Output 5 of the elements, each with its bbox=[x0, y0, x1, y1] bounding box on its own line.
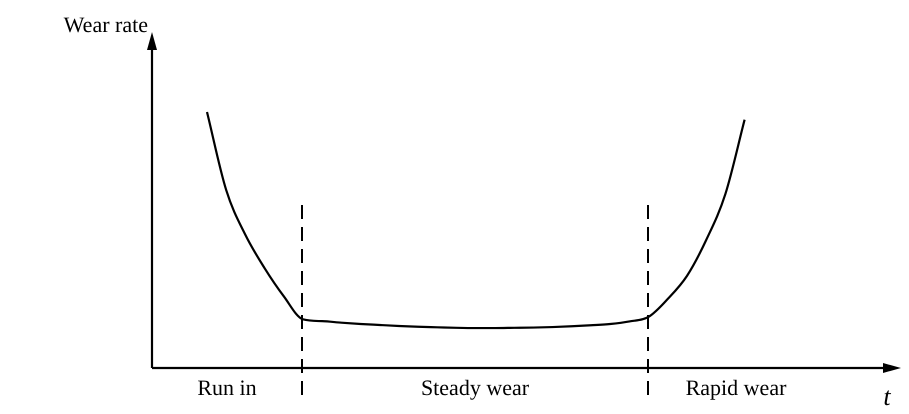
text: Run in bbox=[197, 374, 257, 400]
y-axis-title: Wear rate bbox=[64, 12, 148, 37]
text: Steady wear bbox=[420, 374, 530, 400]
text: Rapid wear bbox=[686, 374, 788, 400]
x-axis-title: t bbox=[883, 382, 892, 411]
